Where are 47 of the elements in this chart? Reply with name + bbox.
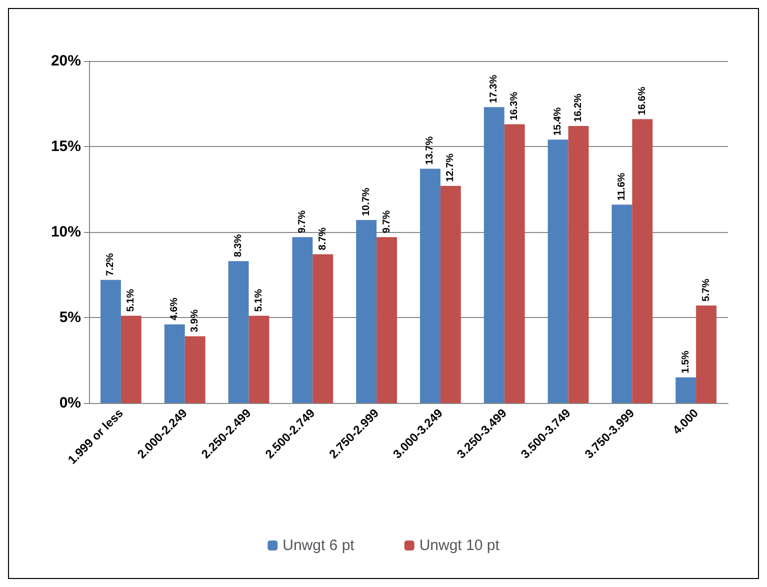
data-label: 7.2% bbox=[105, 252, 116, 276]
data-label: 3.9% bbox=[190, 309, 201, 332]
y-tick-label: 5% bbox=[59, 309, 81, 326]
legend-label: Unwgt 10 pt bbox=[419, 537, 500, 554]
bar bbox=[356, 220, 377, 403]
bar bbox=[440, 186, 461, 403]
y-tick-label: 15% bbox=[50, 138, 81, 155]
bar bbox=[696, 306, 716, 403]
data-label: 1.5% bbox=[680, 350, 692, 374]
bar bbox=[676, 377, 696, 403]
data-label: 16.2% bbox=[572, 94, 584, 122]
bar bbox=[312, 254, 334, 403]
data-label: 8.3% bbox=[233, 234, 244, 258]
bar bbox=[100, 280, 121, 403]
data-label: 5.7% bbox=[700, 278, 712, 302]
bar bbox=[568, 126, 589, 403]
y-tick-label: 20% bbox=[50, 52, 81, 70]
data-label: 15.4% bbox=[552, 107, 564, 136]
legend-label: Unwgt 6 pt bbox=[282, 537, 356, 554]
data-label: 11.6% bbox=[616, 172, 628, 201]
data-label: 8.7% bbox=[317, 227, 328, 250]
bar bbox=[632, 119, 653, 403]
bar bbox=[504, 124, 525, 403]
data-label: 10.7% bbox=[360, 188, 372, 216]
bar bbox=[164, 324, 185, 403]
bar bbox=[612, 204, 632, 403]
data-label: 16.6% bbox=[636, 86, 648, 116]
bar bbox=[484, 107, 504, 403]
bar bbox=[548, 140, 568, 403]
bar bbox=[292, 237, 313, 403]
data-label: 16.3% bbox=[509, 92, 520, 120]
bar bbox=[228, 261, 249, 403]
bar bbox=[376, 237, 397, 403]
data-label: 9.7% bbox=[381, 210, 392, 234]
data-label: 5.1% bbox=[253, 288, 264, 312]
data-label: 4.6% bbox=[169, 297, 180, 320]
bar bbox=[248, 316, 270, 403]
y-tick-label: 0% bbox=[59, 394, 81, 412]
bar bbox=[184, 336, 206, 403]
data-label: 17.3% bbox=[488, 74, 500, 104]
data-label: 12.7% bbox=[445, 153, 456, 182]
y-tick-label: 10% bbox=[50, 224, 81, 240]
data-label: 5.1% bbox=[126, 288, 137, 312]
data-label: 13.7% bbox=[424, 136, 436, 165]
bar bbox=[120, 316, 142, 403]
bar bbox=[420, 168, 440, 403]
data-label: 9.7% bbox=[296, 210, 308, 234]
